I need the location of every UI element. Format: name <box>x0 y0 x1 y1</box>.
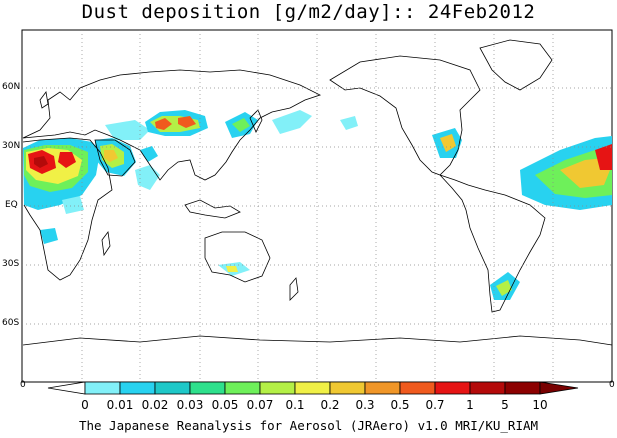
colorbar-box <box>504 381 541 395</box>
edge-label-right: 0 <box>609 380 615 390</box>
colorbar-tick-label: 0.03 <box>176 398 204 412</box>
colorbar-box <box>259 381 296 395</box>
colorbar-tick-label: 0.07 <box>246 398 274 412</box>
colorbar-arrow-high <box>539 381 579 395</box>
colorbar-tick-label: 0.5 <box>390 398 410 412</box>
graticule <box>22 30 612 382</box>
lat-label-eq: EQ <box>5 200 18 210</box>
colorbar-box <box>119 381 156 395</box>
colorbar-tick-label: 0.3 <box>355 398 375 412</box>
colorbar-tick-label: 10 <box>532 398 548 412</box>
colorbar-tick-label: 0.01 <box>106 398 134 412</box>
colorbar <box>47 381 579 395</box>
colorbar-box <box>329 381 366 395</box>
lat-label-60s: 60S <box>2 318 20 328</box>
dust-shading <box>23 110 612 300</box>
colorbar-tick-label: 5 <box>501 398 509 412</box>
lat-label-60n: 60N <box>2 82 21 92</box>
colorbar-box <box>154 381 191 395</box>
colorbar-tick-label: 0.2 <box>320 398 340 412</box>
colorbar-tick-label: 1 <box>466 398 474 412</box>
map-title: Dust deposition [g/m2/day]:: 24Feb2012 <box>81 1 536 23</box>
colorbar-box <box>294 381 331 395</box>
footer-credit: The Japanese Reanalysis for Aerosol (JRA… <box>78 418 539 433</box>
colorbar-box <box>399 381 436 395</box>
colorbar-tick-label: 0 <box>81 398 89 412</box>
colorbar-box <box>224 381 261 395</box>
colorbar-tick-label: 0.1 <box>285 398 305 412</box>
lat-label-30s: 30S <box>2 259 20 269</box>
lat-label-30n: 30N <box>2 141 21 151</box>
colorbar-arrow-low <box>47 381 86 395</box>
colorbar-box <box>189 381 226 395</box>
colorbar-tick-label: 0.05 <box>211 398 239 412</box>
colorbar-box <box>434 381 471 395</box>
colorbar-tick-label: 0.7 <box>425 398 445 412</box>
edge-label-left: 0 <box>20 380 26 390</box>
coastlines <box>22 39 613 346</box>
colorbar-box <box>469 381 506 395</box>
colorbar-box <box>84 381 121 395</box>
colorbar-tick-label: 0.02 <box>141 398 169 412</box>
colorbar-box <box>364 381 401 395</box>
